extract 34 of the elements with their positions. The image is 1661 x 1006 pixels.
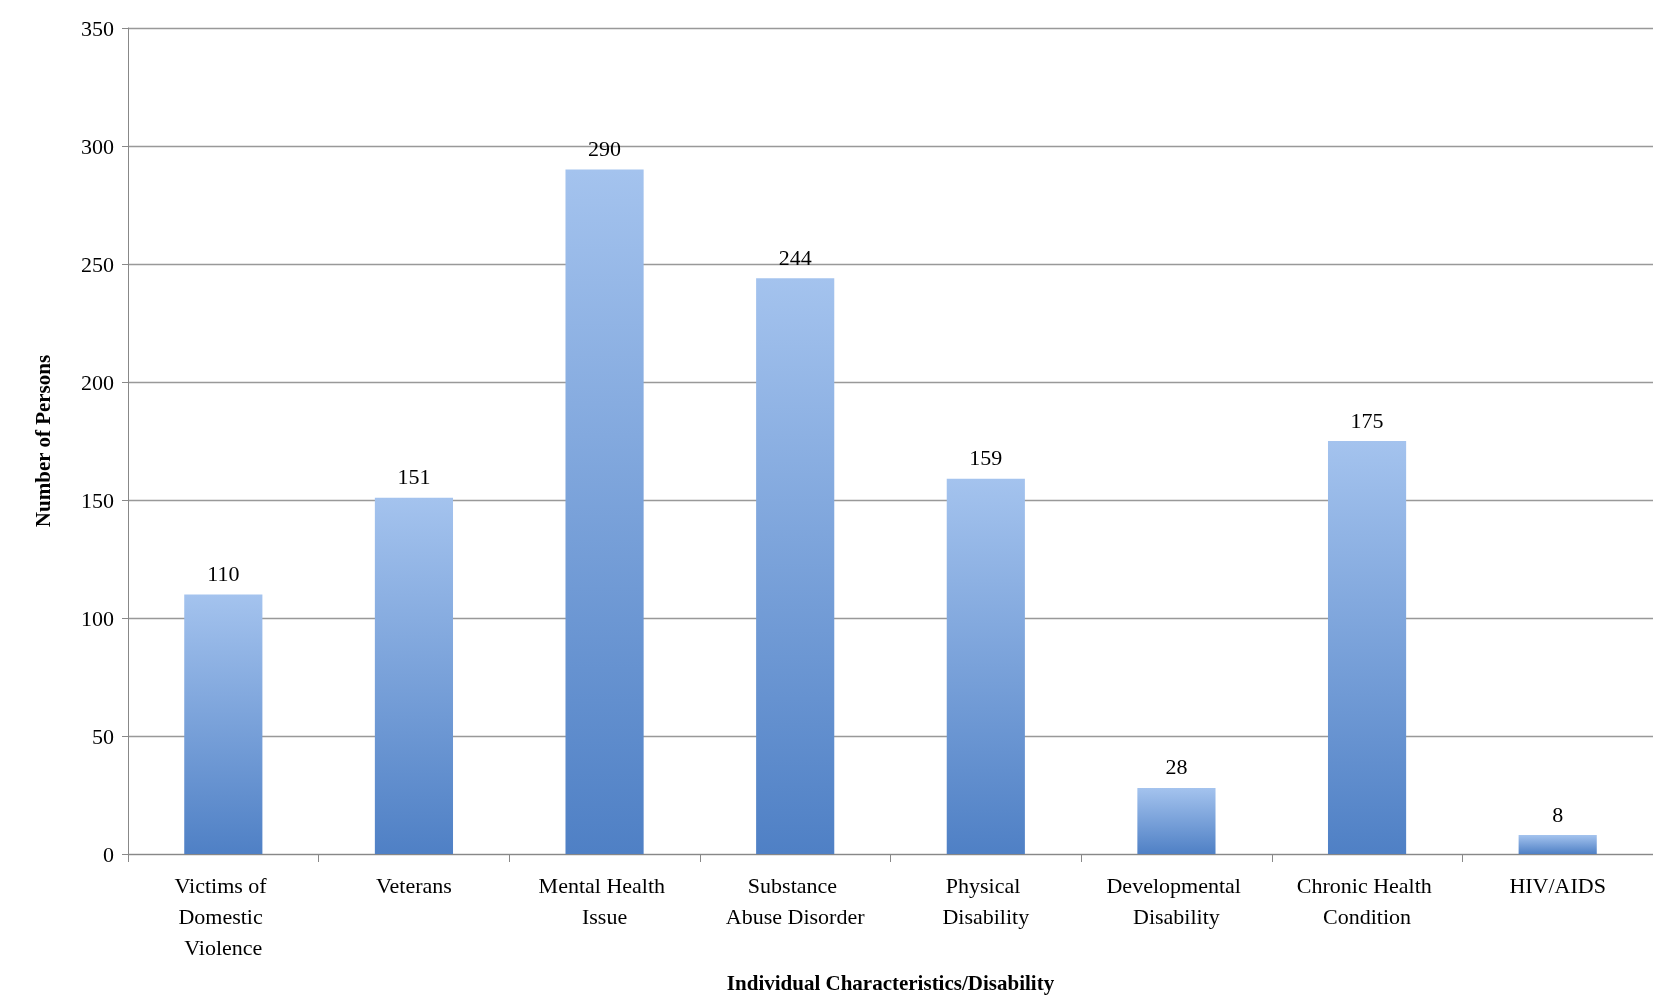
y-tick-label: 0 <box>103 841 114 867</box>
data-label: 28 <box>1165 754 1188 780</box>
data-label: 8 <box>1552 801 1564 827</box>
bar <box>565 169 644 854</box>
y-tick-label: 150 <box>81 487 114 513</box>
x-tick-label: Veterans <box>376 873 452 898</box>
y-tick-label: 300 <box>81 133 114 159</box>
bar <box>1518 835 1597 854</box>
data-label: 290 <box>588 136 622 162</box>
y-tick-label: 200 <box>81 369 114 395</box>
x-tick-label: HIV/AIDS <box>1509 873 1606 898</box>
y-tick-label: 50 <box>92 723 114 749</box>
y-tick-label: 100 <box>81 605 114 631</box>
x-axis-title: Individual Characteristics/Disability <box>726 970 1055 995</box>
x-tick-label: Physical Disability <box>942 873 1030 929</box>
data-label: 159 <box>969 445 1003 471</box>
y-tick-label: 250 <box>81 251 114 277</box>
bar <box>374 497 454 854</box>
bar <box>1327 441 1407 854</box>
bar <box>946 478 1025 854</box>
bar <box>1137 787 1216 854</box>
x-tick-label: Victims of Domestic Violence <box>174 873 273 960</box>
y-axis-title: Number of Persons <box>30 354 55 528</box>
data-label: 244 <box>778 244 812 270</box>
x-tick-label: Chronic Health Condition <box>1296 873 1438 929</box>
x-tick-label: Developmental Disability <box>1106 873 1247 929</box>
data-label: 110 <box>207 560 240 586</box>
x-tick-label: Mental Health Issue <box>538 873 671 929</box>
data-label: 175 <box>1350 407 1384 433</box>
y-tick-label: 350 <box>81 15 114 41</box>
x-tick-label: Substance Abuse Disorder <box>725 873 866 929</box>
bar <box>184 594 263 854</box>
data-label: 151 <box>397 464 431 490</box>
bar <box>756 278 835 854</box>
